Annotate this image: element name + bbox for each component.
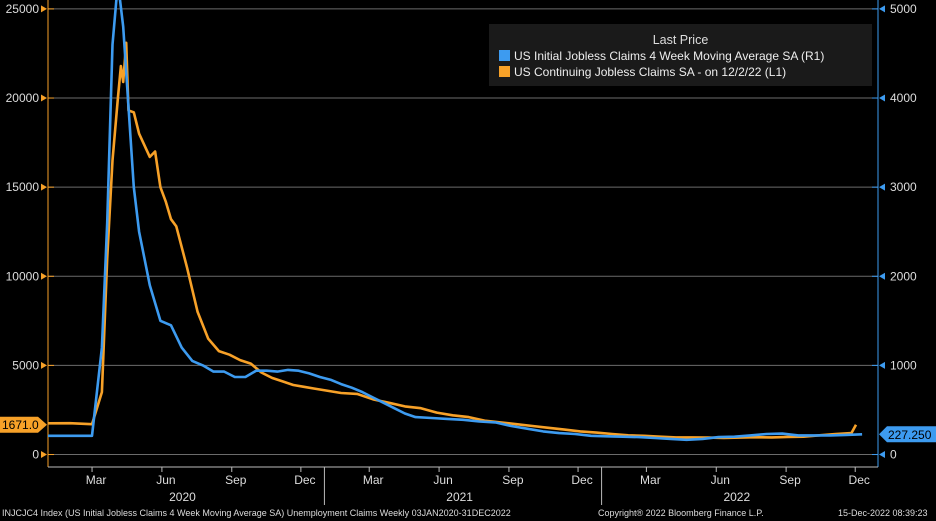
left-axis-tick-label: 0 (32, 448, 39, 462)
right-axis-tick-label: 3000 (890, 180, 917, 194)
left-axis-tick-label: 5000 (12, 358, 39, 372)
footer-timestamp: 15-Dec-2022 08:39:23 (838, 508, 928, 518)
left-axis-arrow (41, 272, 47, 280)
left-axis-arrow (41, 5, 47, 13)
left-axis-arrow (41, 183, 47, 191)
right-axis-tick-label: 1000 (890, 358, 917, 372)
left-axis-arrow (41, 94, 47, 102)
right-axis-tick-label: 4000 (890, 91, 917, 105)
footer-copyright: Copyright® 2022 Bloomberg Finance L.P. (598, 508, 764, 518)
right-axis-tick-label: 2000 (890, 269, 917, 283)
right-last-value-label: 227.250 (888, 428, 932, 442)
x-axis-month-label: Dec (294, 473, 315, 487)
legend-swatch (499, 66, 510, 77)
chart: 0 5000 10000 15000 20000 25000 0 1000 2000 3000 40… (0, 0, 936, 505)
continuing-claims-series-line (47, 41, 858, 440)
x-axis-month-label: Dec (849, 473, 870, 487)
right-last-value-tag (879, 426, 936, 443)
x-axis-month-label: Mar (640, 473, 661, 487)
x-axis-month-label: Jun (433, 473, 452, 487)
right-axis-arrow (879, 5, 885, 13)
right-axis-arrow (879, 451, 885, 459)
x-axis-year-label: 2020 (169, 490, 196, 504)
x-axis-month-label: Sep (225, 473, 247, 487)
legend-title: Last Price (653, 33, 709, 47)
legend-entry-label: US Initial Jobless Claims 4 Week Moving … (514, 49, 824, 63)
x-axis-month-label: Sep (502, 473, 524, 487)
x-axis-month-label: Dec (571, 473, 592, 487)
legend-swatch (499, 50, 510, 61)
left-axis-arrow (41, 361, 47, 369)
left-axis-tick-label: 15000 (6, 180, 40, 194)
right-axis-arrow (879, 183, 885, 191)
x-axis-month-label: Jun (156, 473, 175, 487)
right-axis-arrow (879, 272, 885, 280)
x-axis-month-label: Jun (711, 473, 730, 487)
left-axis-tick-label: 20000 (6, 91, 40, 105)
x-axis-month-label: Sep (779, 473, 801, 487)
x-axis-month-label: Mar (86, 473, 107, 487)
left-last-value-label: 1671.0 (2, 418, 39, 432)
initial-claims-series-line (48, 0, 863, 442)
x-axis-month-label: Mar (363, 473, 384, 487)
left-axis-tick-label: 25000 (6, 2, 40, 16)
right-axis-arrow (879, 361, 885, 369)
legend-entry-label: US Continuing Jobless Claims SA - on 12/… (514, 65, 786, 79)
footer-source: INJCJC4 Index (US Initial Jobless Claims… (2, 508, 511, 518)
legend-box (489, 24, 872, 86)
right-axis-tick-label: 0 (890, 448, 897, 462)
x-axis-year-label: 2022 (723, 490, 750, 504)
left-axis-arrow (41, 451, 47, 459)
right-axis-tick-label: 5000 (890, 2, 917, 16)
left-axis-tick-label: 10000 (6, 269, 40, 283)
x-axis-year-label: 2021 (446, 490, 473, 504)
footer: INJCJC4 Index (US Initial Jobless Claims… (0, 505, 936, 521)
right-axis-arrow (879, 94, 885, 102)
left-last-value-tag (0, 416, 47, 433)
